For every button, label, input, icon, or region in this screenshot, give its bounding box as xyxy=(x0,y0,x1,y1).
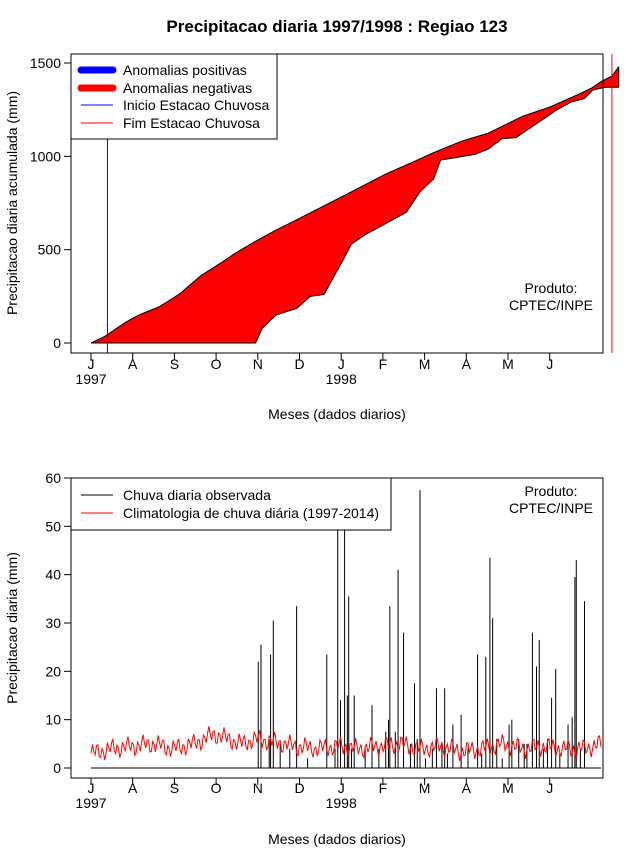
legend-label-climatology: Climatologia de chuva diária (1997-2014) xyxy=(123,505,379,521)
bottom-legend: Chuva diaria observada Climatologia de c… xyxy=(70,477,392,531)
bottom-y-tick-label: 10 xyxy=(45,712,61,728)
bottom-annotation-line2: CPTEC/INPE xyxy=(509,500,593,516)
top-x-tick-label: J xyxy=(338,356,345,372)
negative-anomaly-area xyxy=(91,66,619,343)
climatology-daily-line xyxy=(90,726,602,762)
top-x-tick-label: M xyxy=(419,356,431,372)
bottom-x-tick-label: M xyxy=(502,780,514,796)
top-legend: Anomalias positivas Anomalias negativas … xyxy=(70,53,278,140)
bottom-x-tick-label: A xyxy=(128,780,138,796)
legend-label-positive: Anomalias positivas xyxy=(123,62,247,78)
bottom-x-axis-label: Meses (dados diarios) xyxy=(268,831,406,847)
bottom-annotation-line1: Produto: xyxy=(525,483,578,499)
top-annotation-line2: CPTEC/INPE xyxy=(509,297,593,313)
bottom-x-tick-label: J xyxy=(546,780,553,796)
bottom-x-tick-label: O xyxy=(211,780,222,796)
bottom-y-tick-label: 40 xyxy=(45,567,61,583)
top-year-label: 1997 xyxy=(75,371,106,387)
top-x-axis-label: Meses (dados diarios) xyxy=(268,406,406,422)
legend-label-negative: Anomalias negativas xyxy=(123,80,252,96)
bottom-year-label: 1997 xyxy=(75,795,106,811)
top-y-tick-label: 1500 xyxy=(30,55,61,71)
bottom-year-label: 1998 xyxy=(326,795,357,811)
legend-label-observed: Chuva diaria observada xyxy=(123,487,271,503)
bottom-x-tick-label: N xyxy=(253,780,263,796)
bottom-x-tick-label: J xyxy=(88,780,95,796)
bottom-x-tick-label: J xyxy=(338,780,345,796)
bottom-y-tick-label: 20 xyxy=(45,663,61,679)
bottom-x-tick-label: M xyxy=(419,780,431,796)
top-annotation-line1: Produto: xyxy=(525,280,578,296)
top-x-tick-label: A xyxy=(128,356,138,372)
top-x-tick-label: J xyxy=(546,356,553,372)
climatology-cumulative-line xyxy=(90,66,620,344)
top-x-tick-label: N xyxy=(253,356,263,372)
top-x-tick-label: O xyxy=(211,356,222,372)
top-x-tick-label: F xyxy=(379,356,388,372)
top-x-tick-label: J xyxy=(88,356,95,372)
top-x-tick-label: D xyxy=(294,356,304,372)
bottom-x-tick-label: S xyxy=(170,780,179,796)
bottom-y-tick-label: 0 xyxy=(53,760,61,776)
legend-label-start: Inicio Estacao Chuvosa xyxy=(123,97,270,113)
top-y-axis-label: Precipitacao diaria acumulada (mm) xyxy=(4,91,20,315)
top-x-tick-label: M xyxy=(502,356,514,372)
bottom-y-tick-label: 60 xyxy=(45,470,61,486)
top-x-tick-label: A xyxy=(462,356,472,372)
bottom-x-tick-label: A xyxy=(462,780,472,796)
bottom-x-tick-label: F xyxy=(379,780,388,796)
legend-label-end: Fim Estacao Chuvosa xyxy=(123,115,260,131)
bottom-x-tick-label: D xyxy=(294,780,304,796)
top-y-tick-label: 0 xyxy=(53,335,61,351)
top-y-tick-label: 1000 xyxy=(30,148,61,164)
top-x-tick-label: S xyxy=(170,356,179,372)
bottom-y-tick-label: 30 xyxy=(45,615,61,631)
top-year-label: 1998 xyxy=(326,371,357,387)
bottom-y-tick-label: 50 xyxy=(45,518,61,534)
bottom-y-axis-label: Precipitacao diaria (mm) xyxy=(4,552,20,704)
top-y-tick-label: 500 xyxy=(38,242,62,258)
observed-cumulative-line xyxy=(91,86,619,344)
main-title: Precipitacao diaria 1997/1998 : Regiao 1… xyxy=(166,17,507,36)
